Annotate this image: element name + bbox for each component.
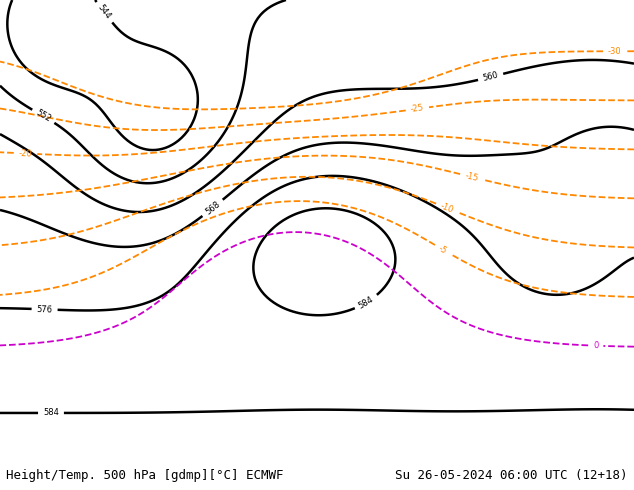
Text: -30: -30 xyxy=(608,47,622,56)
Text: -5: -5 xyxy=(437,244,449,256)
Text: -20: -20 xyxy=(18,148,32,158)
Text: 560: 560 xyxy=(482,71,500,83)
Text: 0: 0 xyxy=(593,341,598,350)
Text: -25: -25 xyxy=(410,103,425,114)
Text: 584: 584 xyxy=(358,294,375,310)
Text: 552: 552 xyxy=(34,108,53,124)
Text: -15: -15 xyxy=(464,171,479,183)
Text: 544: 544 xyxy=(96,3,113,21)
Text: 584: 584 xyxy=(43,409,59,417)
Text: Su 26-05-2024 06:00 UTC (12+18): Su 26-05-2024 06:00 UTC (12+18) xyxy=(395,469,628,482)
Text: 576: 576 xyxy=(36,305,53,314)
Text: 568: 568 xyxy=(204,199,222,217)
Text: -10: -10 xyxy=(439,201,455,215)
Text: Height/Temp. 500 hPa [gdmp][°C] ECMWF: Height/Temp. 500 hPa [gdmp][°C] ECMWF xyxy=(6,469,284,482)
